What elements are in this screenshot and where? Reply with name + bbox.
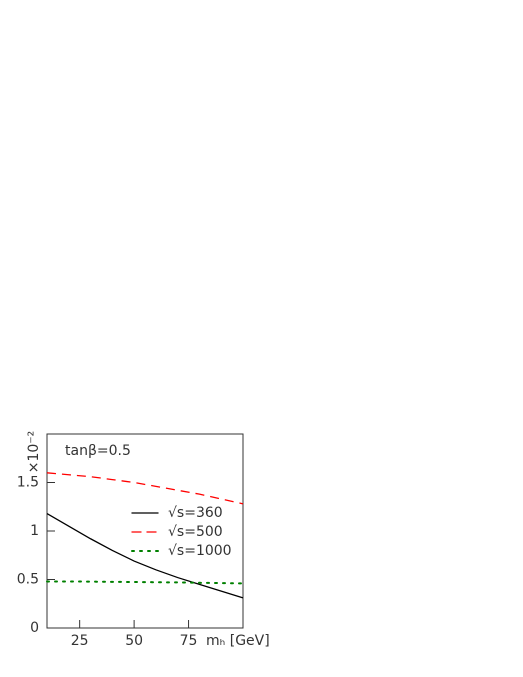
line-series	[46, 580, 244, 585]
legend-label: √s=360	[168, 505, 223, 521]
y-tick-label: 0.5	[17, 572, 39, 588]
legend-label: √s=500	[168, 524, 223, 540]
x-tick-label: 50	[125, 633, 143, 649]
y-axis-label: ×10⁻²	[26, 431, 42, 474]
y-tick-label: 1.5	[17, 475, 39, 491]
y-tick-label: 1	[30, 523, 39, 539]
line-series	[46, 472, 244, 505]
line-series	[46, 512, 244, 599]
x-tick-label: 75	[180, 633, 198, 649]
annotation: tanβ=0.5	[65, 443, 131, 459]
y-tick-label: 0	[30, 620, 39, 636]
x-tick-label: 25	[71, 633, 89, 649]
legend-label: √s=1000	[168, 543, 232, 559]
x-axis-label: mₕ [GeV]	[206, 633, 270, 649]
